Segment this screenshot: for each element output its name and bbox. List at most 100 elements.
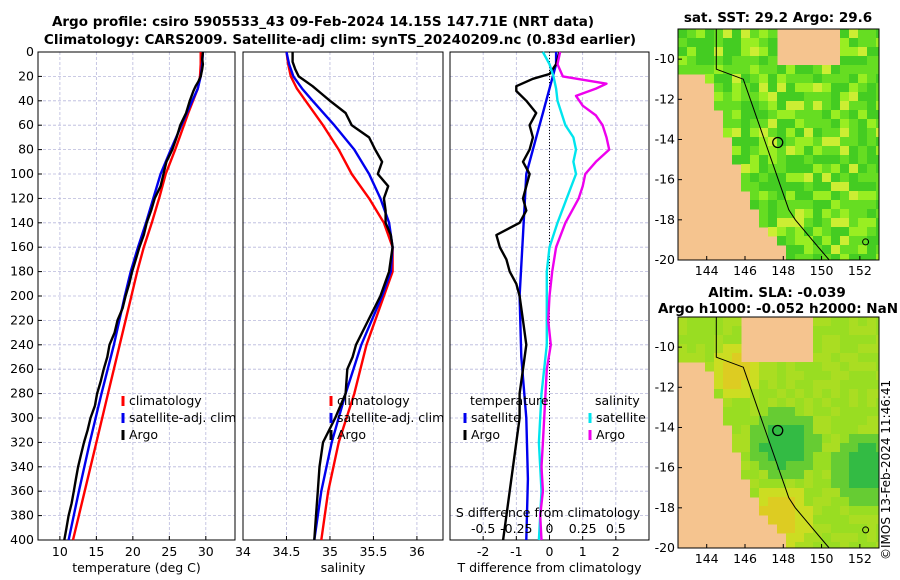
map-frame	[677, 28, 880, 261]
legend-label: satellite	[471, 410, 521, 425]
x-tick-label: -1	[510, 544, 522, 559]
map-cell	[840, 137, 850, 147]
y-tick-label: 140	[10, 215, 34, 230]
map-cell	[813, 119, 823, 129]
map-cell	[714, 380, 724, 390]
map-cell	[840, 389, 850, 399]
map-cell	[750, 173, 760, 183]
map-cell	[849, 434, 859, 444]
map-cell	[777, 488, 787, 498]
map-cell	[804, 146, 814, 156]
map-cell	[858, 74, 868, 84]
map-cell	[723, 101, 733, 111]
map-cell	[768, 389, 778, 399]
map-cell	[858, 515, 868, 525]
x-tick-label: 15	[88, 544, 104, 559]
map-cell	[786, 74, 796, 84]
map-cell	[687, 38, 697, 48]
map-cell	[813, 344, 823, 354]
map-cell	[759, 74, 769, 84]
map-x-tick-label: 152	[848, 263, 872, 278]
map-cell	[705, 47, 715, 57]
map-cell	[849, 155, 859, 165]
map-cell	[777, 146, 787, 156]
map-cell	[750, 191, 760, 201]
map-cell	[777, 209, 787, 219]
map-cell	[867, 416, 877, 426]
map-cell	[759, 479, 769, 489]
map-cell	[867, 227, 877, 237]
map-cell	[876, 461, 879, 471]
map-cell	[876, 182, 879, 192]
map-cell	[768, 47, 778, 57]
x-tick-label: -2	[477, 544, 489, 559]
map-cell	[768, 146, 778, 156]
map-cell	[858, 416, 868, 426]
map-cell	[876, 209, 879, 219]
map-cell	[786, 434, 796, 444]
map-cell	[777, 65, 787, 75]
map-cell	[840, 47, 850, 57]
map-cell	[732, 434, 742, 444]
map-cell	[804, 506, 814, 516]
map-cell	[786, 164, 796, 174]
legend-label: Argo	[337, 427, 366, 442]
x-axis-label: T difference from climatology	[456, 560, 642, 575]
map-cell	[714, 29, 724, 39]
map-cell	[795, 470, 805, 480]
map-cell	[813, 92, 823, 102]
map-cell	[858, 191, 868, 201]
map-cell	[867, 245, 877, 255]
map-cell	[786, 362, 796, 372]
map-cell	[714, 335, 724, 345]
map-cell	[831, 362, 841, 372]
map-cell	[840, 380, 850, 390]
map-cell	[777, 506, 787, 516]
map-cell	[804, 416, 814, 426]
map-cell	[813, 533, 823, 543]
map-cell	[858, 452, 868, 462]
map-cell	[849, 326, 859, 336]
map-cell	[858, 137, 868, 147]
map-cell	[858, 83, 868, 93]
map-cell	[786, 146, 796, 156]
map-cell	[867, 452, 877, 462]
map-y-tick-label: -10	[655, 51, 675, 66]
map-cell	[777, 470, 787, 480]
map-cell	[831, 533, 841, 543]
map-cell	[795, 101, 805, 111]
map-cell	[777, 137, 787, 147]
y-tick-label: 20	[18, 68, 34, 83]
map-cell	[687, 317, 697, 327]
map-cell	[750, 29, 760, 39]
map-cell	[786, 92, 796, 102]
y-tick-label: 280	[10, 386, 34, 401]
map-cell	[831, 173, 841, 183]
map-cell	[813, 488, 823, 498]
map-cell	[732, 128, 742, 138]
map-cell	[840, 479, 850, 489]
map-cell	[813, 191, 823, 201]
map-cell	[849, 29, 859, 39]
map-cell	[750, 83, 760, 93]
map-cell	[831, 443, 841, 453]
map-cell	[759, 416, 769, 426]
map-cell	[786, 398, 796, 408]
map-y-tick-label: -14	[655, 419, 675, 434]
map-cell	[723, 47, 733, 57]
map-cell	[804, 425, 814, 435]
x-tick-label: 20	[125, 544, 141, 559]
map-cell	[768, 371, 778, 381]
map-cell	[822, 245, 832, 255]
map-cell	[867, 479, 877, 489]
map-cell	[705, 326, 715, 336]
map-cell	[840, 236, 850, 246]
map-cell	[876, 380, 879, 390]
map-cell	[822, 74, 832, 84]
y-tick-label: 320	[10, 434, 34, 449]
map-cell	[858, 533, 868, 543]
map-cell	[678, 317, 688, 327]
map-cell	[867, 254, 877, 260]
map-cell	[768, 101, 778, 111]
map-cell	[750, 74, 760, 84]
